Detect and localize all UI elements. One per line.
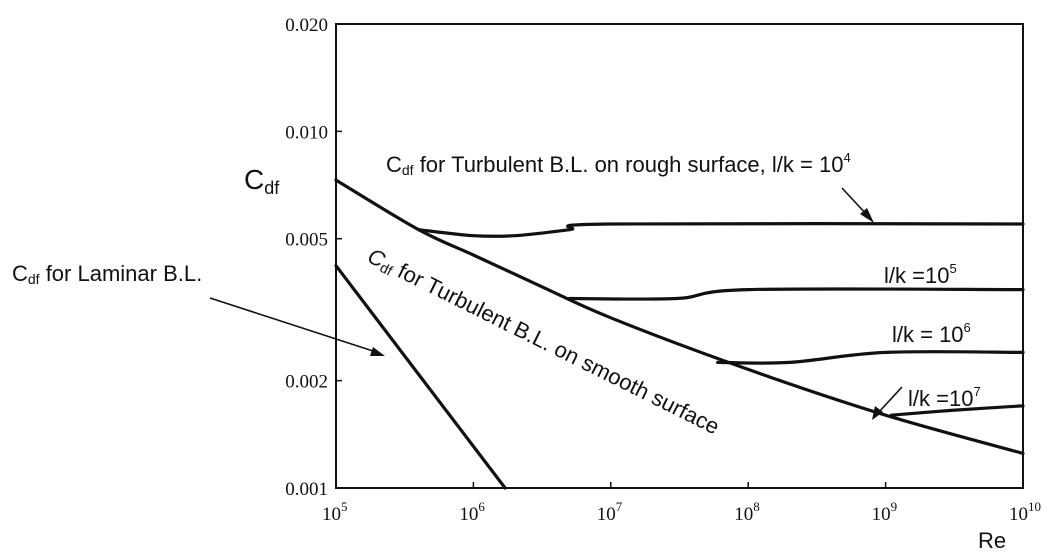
x-tick-label-0: 105 [322, 499, 348, 525]
series-line-rough-1e6 [716, 350, 1025, 365]
arrow-lk-1e7 [877, 386, 903, 414]
arrow-laminar [209, 297, 377, 353]
series-line-turbulent-smooth [334, 178, 1025, 455]
x-tick-label-4: 109 [872, 499, 898, 525]
series-line-rough-1e7 [889, 404, 1025, 417]
arrowhead-rough-surface [860, 208, 874, 223]
x-tick-label-1: 106 [459, 499, 485, 525]
y-tick-label-0: 0.001 [285, 479, 328, 500]
annotation-lk-1e7: l/k =107 [908, 384, 981, 411]
y-tick-label-3: 0.010 [285, 122, 328, 143]
annotation-rough-surface: Cdf for Turbulent B.L. on rough surface,… [386, 150, 851, 178]
annotation-laminar: Cdf for Laminar B.L. [12, 261, 202, 287]
series-line-laminar [334, 264, 507, 490]
x-tick-label-5: 1010 [1009, 499, 1041, 525]
plot-frame [335, 23, 1024, 489]
series-line-rough-1e5 [567, 287, 1025, 301]
x-axis-ticks: 105 106 107 108 109 1010 [322, 482, 1041, 525]
y-tick-label-1: 0.002 [285, 372, 328, 393]
series-line-rough-1e4 [417, 221, 1025, 238]
annotation-lk-1e5: l/k =105 [884, 261, 957, 288]
arrowhead-lk-1e7 [872, 406, 883, 420]
arrowhead-laminar [370, 347, 385, 356]
y-axis-label: Cdf [244, 164, 280, 198]
annotation-lk-1e6: l/k = 106 [892, 320, 971, 347]
curves [334, 178, 1025, 490]
x-axis-label: Re [978, 528, 1006, 553]
x-tick-label-3: 108 [734, 499, 760, 525]
y-tick-label-2: 0.005 [285, 230, 328, 251]
x-tick-label-2: 107 [597, 499, 623, 525]
y-axis-ticks: 0.001 0.002 0.005 0.010 0.020 [285, 15, 342, 500]
y-tick-label-4: 0.020 [285, 15, 328, 36]
